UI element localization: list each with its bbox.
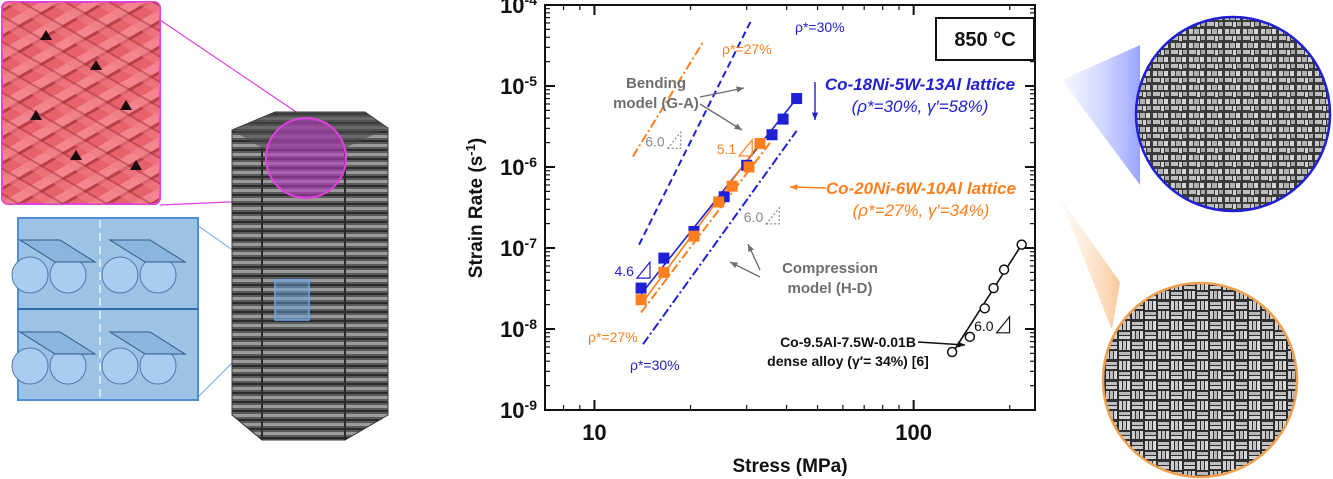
slope-triangle-4	[995, 315, 1011, 334]
data-point-s0	[658, 252, 670, 264]
model-line-1	[638, 19, 753, 246]
zoom-cone-orange	[1060, 198, 1120, 330]
data-point-s2	[988, 282, 999, 294]
data-point-s0	[777, 113, 789, 125]
zoom-box-blue	[274, 279, 310, 321]
chart-frame	[544, 4, 1036, 411]
orange-series-arrow-head	[790, 184, 798, 191]
data-point-s1	[635, 294, 647, 306]
lattice-illustration	[1, 1, 389, 441]
slope-label-4: 6.0	[974, 318, 994, 334]
x-tick-label: 100	[895, 420, 932, 445]
y-tick-label: 10-6	[500, 154, 537, 180]
data-point-s1	[713, 196, 725, 208]
compression-model-line2: model (H-D)	[788, 280, 873, 297]
data-points	[635, 93, 1027, 358]
series-label-blue: Co-18Ni-5W-13Al lattice (ρ*=30%, γ′=58%)	[825, 75, 1015, 116]
compression-arrow-1-head	[748, 244, 754, 252]
slope-triangle-3	[765, 206, 780, 225]
bending-arrow-2-head	[734, 123, 742, 130]
series-label-orange-line2: (ρ*=27%, γ′=34%)	[853, 201, 990, 220]
data-point-s1	[743, 161, 755, 173]
slope-triangle-2	[635, 260, 651, 279]
y-tick-label: 10-5	[500, 73, 537, 99]
model-line-3	[642, 130, 798, 345]
series-label-blue-line2: (ρ*=30%, γ′=58%)	[852, 97, 989, 116]
bending-arrow-2	[699, 103, 743, 131]
bending-model-label: Bending model (G-A)	[613, 75, 699, 112]
blue-series-arrow-head	[811, 112, 819, 120]
zoom-cone-blue	[1062, 45, 1140, 185]
data-point-s2	[946, 346, 958, 358]
tube-lattice-zoom	[1, 1, 161, 205]
slope-label-1: 5.1	[717, 141, 737, 157]
y-tick-label: 10-9	[500, 397, 537, 423]
compression-model-line1: Compression	[782, 260, 878, 277]
series-label-dense-line2: dense alloy (γ′= 34%) [6]	[767, 353, 929, 369]
rho-label-orange-bottom: ρ*=27%	[588, 329, 638, 345]
model-line-0	[632, 40, 705, 157]
data-point-s1	[754, 138, 766, 150]
data-point-s0	[635, 282, 647, 294]
data-point-s2	[979, 303, 990, 314]
data-point-s2	[998, 264, 1010, 275]
slope-triangle-0	[666, 130, 682, 149]
slope-triangle-1	[737, 138, 753, 157]
series-label-dense-line1: Co-9.5Al-7.5W-0.01B	[780, 334, 916, 350]
bending-model-line2: model (G-A)	[613, 95, 699, 112]
bending-arrow-1	[699, 87, 745, 98]
series-label-orange-line1: Co-20Ni-6W-10Al lattice	[826, 179, 1016, 198]
slope-label-2: 4.6	[615, 263, 635, 279]
slope-label-0: 6.0	[645, 133, 665, 149]
x-axis-title: Stress (MPa)	[732, 456, 847, 477]
zoom-line-top	[159, 19, 306, 119]
micrograph-blue	[1134, 15, 1332, 213]
fit-lines	[640, 98, 1023, 354]
data-point-s2	[1016, 239, 1027, 250]
coil-lattice-column	[231, 111, 389, 441]
zoom-circle-pink	[265, 117, 347, 199]
series-label-blue-line1: Co-18Ni-5W-13Al lattice	[825, 75, 1015, 94]
series-label-orange: Co-20Ni-6W-10Al lattice (ρ*=27%, γ′=34%)	[826, 179, 1016, 220]
fiber-cross-section	[11, 217, 199, 401]
data-point-s0	[766, 129, 778, 141]
annotations: 6.0 5.1 4.6 6.0 6.0	[615, 82, 1011, 348]
data-point-s2	[964, 331, 976, 343]
data-point-s0	[718, 191, 730, 203]
bending-model-line1: Bending	[626, 75, 686, 92]
fit-line-2	[951, 244, 1023, 354]
creep-chart: 6.0 5.1 4.6 6.0 6.0 10-9 10-8 10-7 10-6 10-5 10-4…	[463, 0, 1036, 477]
microstructure-images	[1060, 15, 1332, 479]
axis-ticks: 10-9 10-8 10-7 10-6 10-5 10-4 10 100	[500, 0, 1035, 445]
rho-label-blue-top: ρ*=30%	[795, 19, 845, 35]
y-tick-label: 10-7	[500, 235, 537, 261]
y-tick-label: 10-4	[500, 0, 537, 18]
data-point-s1	[688, 230, 700, 242]
data-point-s0	[791, 93, 803, 105]
temperature-box: 850 °C	[935, 17, 1035, 61]
slope-label-3: 6.0	[744, 209, 764, 225]
y-axis-title: Strain Rate (s-1)	[463, 138, 488, 278]
micrograph-orange	[1101, 281, 1299, 479]
model-lines	[632, 19, 798, 345]
temperature-label: 850 °C	[954, 29, 1015, 51]
dense-series-arrow	[917, 341, 966, 346]
x-tick-label: 10	[582, 420, 606, 445]
compression-model-label: Compression model (H-D)	[782, 260, 878, 297]
dense-series-arrow-head	[957, 341, 965, 348]
series-label-dense: Co-9.5Al-7.5W-0.01B dense alloy (γ′= 34%…	[767, 334, 929, 369]
data-point-s1	[726, 180, 738, 192]
rho-label-blue-bottom: ρ*=30%	[630, 357, 680, 373]
model-density-labels: ρ*=27% ρ*=30% ρ*=27% ρ*=30%	[588, 19, 845, 373]
rho-label-orange-top: ρ*=27%	[722, 41, 772, 57]
bending-arrow-1-head	[736, 86, 744, 93]
data-point-s1	[658, 266, 670, 278]
y-tick-label: 10-8	[500, 316, 537, 342]
plot-frame	[544, 4, 1036, 411]
compression-arrow-2-head	[730, 262, 738, 269]
